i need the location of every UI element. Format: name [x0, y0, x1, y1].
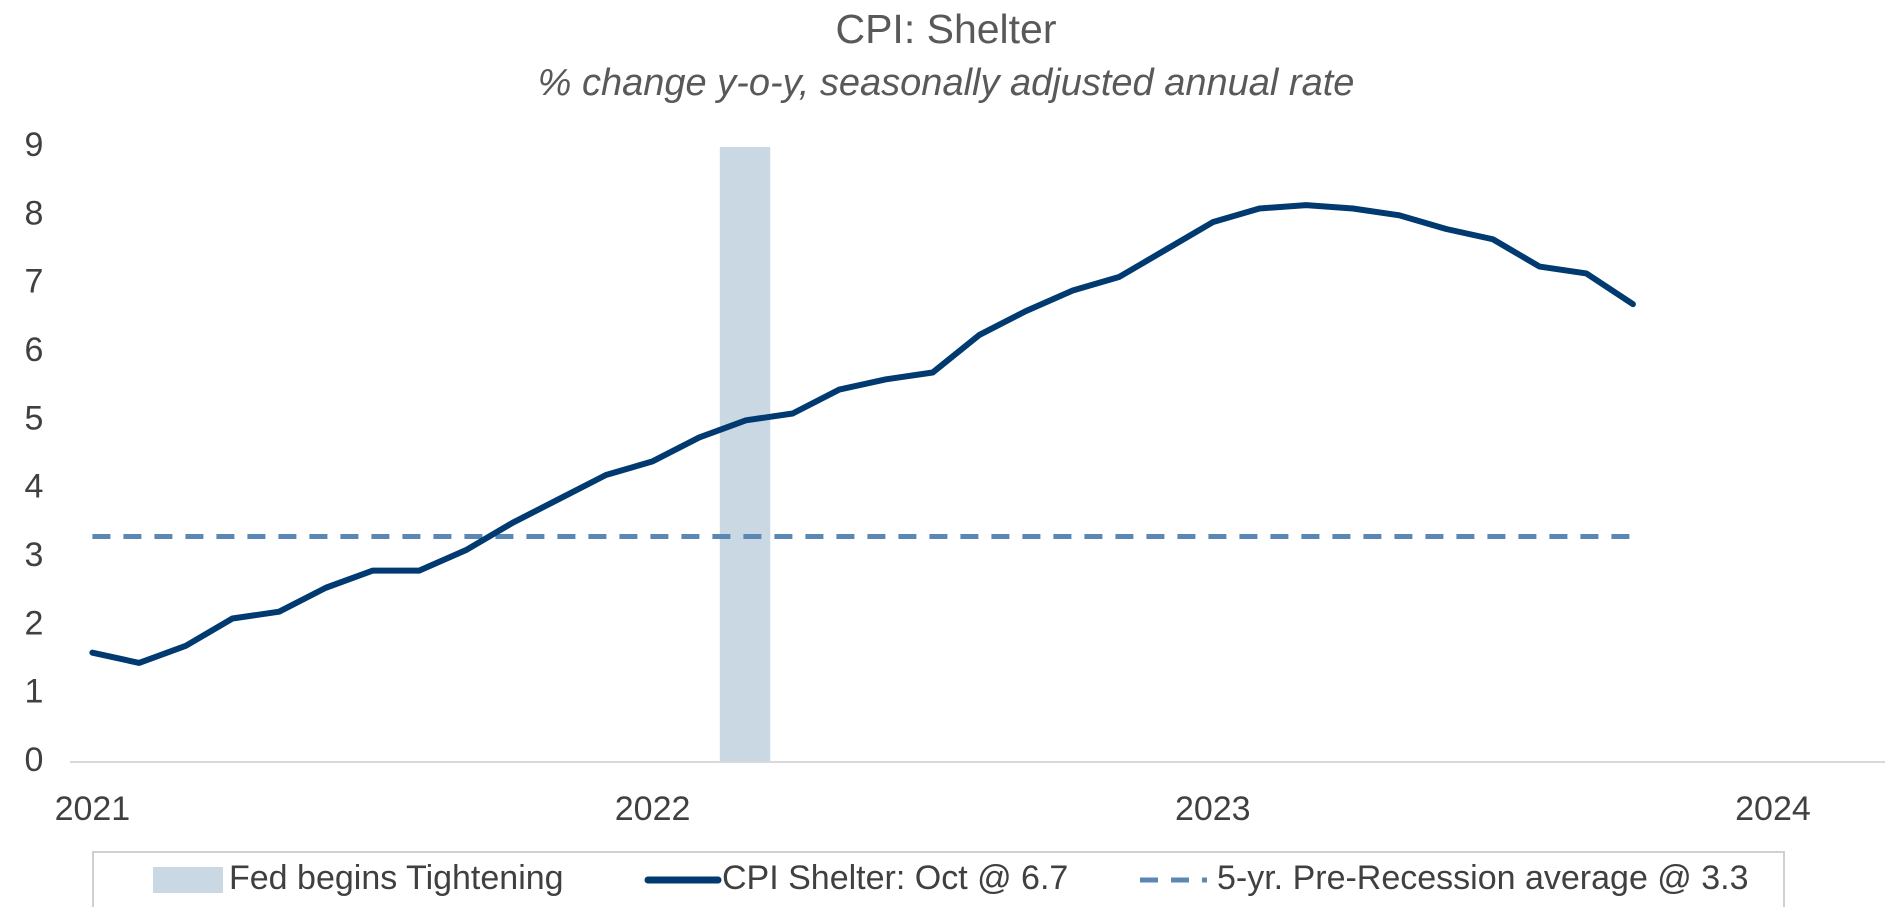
legend-label: Fed begins Tightening	[229, 859, 564, 897]
x-tick-label: 2021	[55, 790, 131, 828]
legend-box	[92, 851, 1785, 907]
y-tick-label: 5	[25, 399, 44, 437]
tightening-band	[719, 147, 771, 762]
y-tick-label: 4	[25, 468, 44, 506]
y-tick-label: 7	[25, 263, 44, 301]
chart-subtitle: % change y-o-y, seasonally adjusted annu…	[538, 62, 1355, 104]
x-tick-label: 2023	[1175, 790, 1251, 828]
chart-title: CPI: Shelter	[835, 6, 1056, 52]
y-tick-label: 2	[25, 604, 44, 642]
series-line	[89, 202, 1636, 666]
legend-swatch	[153, 867, 223, 893]
y-tick-label: 3	[25, 536, 44, 574]
y-tick-label: 0	[25, 741, 44, 779]
x-tick-label: 2024	[1735, 790, 1811, 828]
y-tick-label: 6	[25, 331, 44, 369]
legend-label: CPI Shelter: Oct @ 6.7	[722, 859, 1068, 897]
y-tick-label: 9	[25, 126, 44, 164]
y-tick-label: 8	[25, 194, 44, 232]
legend-label: 5-yr. Pre-Recession average @ 3.3	[1217, 859, 1749, 897]
y-tick-label: 1	[25, 673, 44, 711]
x-tick-label: 2022	[615, 790, 691, 828]
